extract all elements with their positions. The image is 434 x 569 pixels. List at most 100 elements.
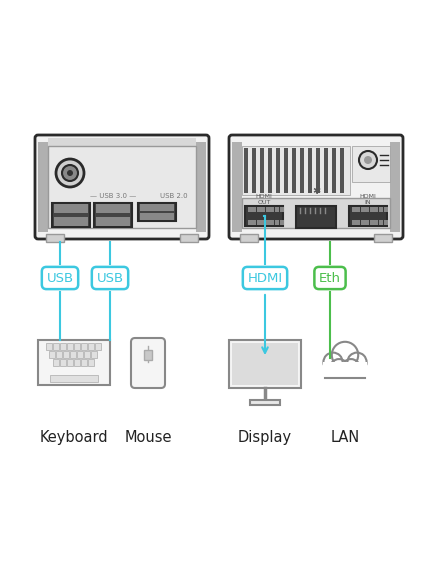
Bar: [383, 207, 387, 212]
Bar: [50, 375, 98, 382]
Bar: [322, 362, 366, 386]
Bar: [360, 220, 364, 225]
Bar: [373, 220, 377, 225]
Text: ✱: ✱: [311, 186, 319, 196]
Bar: [339, 148, 343, 193]
Bar: [231, 343, 297, 385]
Bar: [251, 207, 256, 212]
Bar: [231, 142, 241, 232]
Bar: [355, 207, 359, 212]
Circle shape: [322, 353, 342, 372]
Text: IN: IN: [364, 200, 371, 205]
Bar: [351, 207, 355, 212]
Text: Keyboard: Keyboard: [39, 430, 108, 445]
Circle shape: [329, 359, 347, 377]
Text: HDMI: HDMI: [247, 271, 282, 284]
Bar: [369, 220, 373, 225]
Bar: [373, 234, 391, 242]
Bar: [38, 340, 110, 385]
Bar: [360, 207, 364, 212]
Bar: [96, 217, 130, 226]
Text: HDMI: HDMI: [359, 194, 375, 199]
Bar: [274, 207, 278, 212]
Bar: [140, 204, 174, 211]
Bar: [270, 220, 273, 225]
Bar: [144, 350, 151, 360]
Text: Mouse: Mouse: [124, 430, 171, 445]
Bar: [389, 142, 399, 232]
Bar: [265, 207, 270, 212]
Bar: [260, 207, 264, 212]
Bar: [241, 146, 349, 195]
Bar: [138, 203, 176, 221]
Circle shape: [341, 359, 359, 377]
Circle shape: [358, 151, 376, 169]
Bar: [240, 234, 257, 242]
Bar: [260, 148, 263, 193]
Bar: [81, 343, 87, 350]
Bar: [60, 359, 66, 366]
Bar: [91, 351, 97, 358]
Bar: [267, 148, 271, 193]
Text: USB 2.0: USB 2.0: [160, 193, 187, 199]
Bar: [46, 234, 64, 242]
Bar: [279, 220, 283, 225]
Bar: [243, 148, 247, 193]
Bar: [378, 207, 382, 212]
Bar: [351, 146, 389, 182]
Bar: [81, 359, 87, 366]
Bar: [315, 148, 319, 193]
Bar: [251, 148, 256, 193]
Bar: [348, 206, 386, 226]
Bar: [53, 343, 59, 350]
Bar: [364, 207, 368, 212]
Bar: [275, 148, 279, 193]
Bar: [84, 351, 90, 358]
Bar: [351, 220, 355, 225]
Bar: [60, 343, 66, 350]
Bar: [228, 340, 300, 388]
Bar: [279, 207, 283, 212]
Bar: [54, 217, 88, 226]
Bar: [88, 359, 94, 366]
Text: USB: USB: [46, 271, 73, 284]
Bar: [74, 359, 80, 366]
Bar: [378, 220, 382, 225]
Bar: [251, 220, 256, 225]
Circle shape: [363, 156, 371, 164]
Bar: [95, 343, 101, 350]
Bar: [88, 343, 94, 350]
Text: — USB 3.0 —: — USB 3.0 —: [90, 193, 136, 199]
Bar: [53, 359, 59, 366]
Bar: [373, 207, 377, 212]
Bar: [295, 206, 335, 228]
Bar: [67, 359, 73, 366]
Bar: [324, 362, 365, 384]
FancyBboxPatch shape: [131, 338, 164, 388]
Bar: [383, 220, 387, 225]
Bar: [38, 142, 48, 232]
Text: LAN: LAN: [329, 430, 359, 445]
Bar: [270, 207, 273, 212]
Bar: [250, 400, 279, 405]
Bar: [49, 351, 56, 358]
Bar: [94, 203, 132, 227]
Bar: [140, 213, 174, 220]
Bar: [331, 148, 335, 193]
Text: Display: Display: [237, 430, 291, 445]
Bar: [77, 351, 83, 358]
Bar: [364, 220, 368, 225]
Bar: [48, 146, 196, 228]
Bar: [369, 207, 373, 212]
Bar: [48, 138, 196, 146]
Bar: [46, 343, 52, 350]
Bar: [291, 148, 295, 193]
Bar: [63, 351, 69, 358]
Bar: [260, 220, 264, 225]
Bar: [52, 203, 90, 227]
Bar: [299, 148, 303, 193]
Text: HDMI: HDMI: [255, 194, 272, 199]
Bar: [54, 204, 88, 213]
Circle shape: [56, 159, 84, 187]
FancyBboxPatch shape: [228, 135, 402, 239]
